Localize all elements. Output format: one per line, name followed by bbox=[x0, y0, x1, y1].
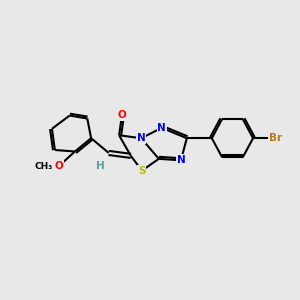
Text: O: O bbox=[118, 110, 126, 120]
Text: N: N bbox=[137, 133, 146, 143]
Text: H: H bbox=[96, 161, 104, 171]
Text: CH₃: CH₃ bbox=[35, 162, 53, 171]
Text: S: S bbox=[138, 166, 146, 176]
Text: N: N bbox=[158, 123, 166, 133]
Text: O: O bbox=[54, 161, 63, 171]
Text: Br: Br bbox=[268, 133, 282, 143]
Text: N: N bbox=[176, 155, 185, 165]
